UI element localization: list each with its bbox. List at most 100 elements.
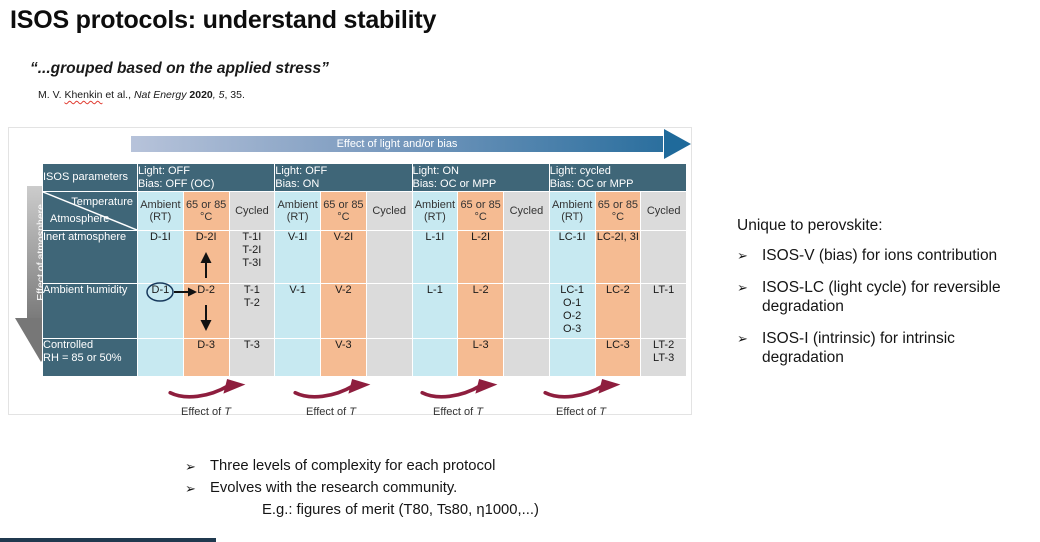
table-cell: V-2 — [320, 283, 367, 339]
group-header-light-on: Light: ON Bias: OC or MPP — [411, 163, 550, 192]
table-corner-header: ISOS parameters — [42, 163, 138, 192]
table-cell: L-2 — [457, 283, 504, 339]
effect-of-light-label: Effect of light and/or bias — [336, 138, 458, 150]
table-cell: V-1I — [274, 230, 321, 284]
table-cell: V-2I — [320, 230, 367, 284]
bullet-text: Evolves with the research community. — [210, 480, 458, 496]
temp-header-heated: 65 or 85 °C — [320, 191, 367, 231]
row-label-controlled-rh: Controlled RH = 85 or 50% — [42, 338, 138, 377]
diagonal-header-temperature: Temperature — [71, 196, 133, 208]
table-cell — [503, 283, 550, 339]
temp-header-ambient: Ambient (RT) — [548, 191, 596, 231]
table-cell: D-2I — [182, 230, 230, 284]
effect-of-t-label: Effect of T — [181, 406, 231, 418]
bullet-text: Three levels of complexity for each prot… — [210, 458, 496, 474]
table-cell: LC-2 — [594, 283, 642, 339]
table-cell — [411, 338, 459, 377]
effect-of-t-arrow-icon — [293, 379, 371, 399]
arrow-bullet-icon: ➢ — [737, 280, 748, 295]
unique-perovskite-panel: Unique to perovskite: ➢ ISOS-V (bias) fo… — [737, 217, 1040, 380]
table-cell: T-1I T-2I T-3I — [228, 230, 276, 284]
bullet-text: ISOS-V (bias) for ions contribution — [762, 247, 998, 264]
row-label-ambient-humidity: Ambient humidity — [42, 283, 138, 339]
table-cell: LC-3 — [594, 338, 642, 377]
citation-prefix: M. V. — [38, 89, 65, 101]
table-cell — [503, 338, 550, 377]
effect-of-light-arrow-body: Effect of light and/or bias — [131, 136, 663, 152]
effect-of-light-arrow: Effect of light and/or bias — [131, 128, 691, 160]
table-cell — [503, 230, 550, 284]
effect-of-t-label: Effect of T — [433, 406, 483, 418]
table-cell — [548, 338, 596, 377]
row-label-inert-atmosphere: Inert atmosphere — [42, 230, 138, 284]
table-cell — [365, 230, 413, 284]
effect-of-t-annotation: Effect of T — [398, 379, 518, 418]
arrow-bullet-icon: ➢ — [737, 331, 748, 346]
citation-year: 2020 — [186, 89, 213, 101]
arrowhead-right-icon — [664, 129, 691, 159]
temp-header-heated: 65 or 85 °C — [594, 191, 642, 231]
citation-pages: , 35. — [224, 89, 245, 101]
table-cell — [274, 338, 321, 377]
table-cell: T-1 T-2 — [228, 283, 276, 339]
temp-header-cycled: Cycled — [640, 191, 687, 231]
diagonal-header: Temperature Atmosphere — [42, 191, 138, 231]
temp-header-heated: 65 or 85 °C — [457, 191, 504, 231]
table-cell: L-2I — [457, 230, 504, 284]
effect-of-t-annotation: Effect of T — [146, 379, 266, 418]
table-cell — [640, 230, 687, 284]
effect-of-t-label: Effect of T — [556, 406, 606, 418]
temp-header-ambient: Ambient (RT) — [274, 191, 321, 231]
bullet-text: ISOS-LC (light cycle) for reversible deg… — [762, 279, 1001, 315]
bullet-text: ISOS-I (intrinsic) for intrinsic degrada… — [762, 330, 955, 366]
citation-journal: Nat Energy — [133, 89, 187, 101]
slide-title: ISOS protocols: understand stability — [10, 6, 437, 34]
table-cell: D-1I — [137, 230, 184, 284]
effect-of-t-arrow-icon — [168, 379, 246, 399]
temp-header-ambient: Ambient (RT) — [137, 191, 184, 231]
group-header-light-off-bias-off: Light: OFF Bias: OFF (OC) — [136, 163, 276, 192]
table-cell: D-1 — [137, 283, 184, 339]
effect-of-t-annotation: Effect of T — [271, 379, 391, 418]
diagonal-header-atmosphere: Atmosphere — [50, 213, 110, 225]
group-header-light-off-bias-on: Light: OFF Bias: ON — [274, 163, 413, 192]
table-cell: LT-2 LT-3 — [640, 338, 687, 377]
table-cell: L-1I — [411, 230, 459, 284]
arrow-bullet-icon: ➢ — [737, 248, 748, 263]
table-cell: LC-1 O-1 O-2 O-3 — [548, 283, 596, 339]
list-item: ➢ ISOS-V (bias) for ions contribution — [737, 246, 1040, 265]
table-cell: D-3 — [182, 338, 230, 377]
list-item: ➢ ISOS-I (intrinsic) for intrinsic degra… — [737, 329, 1040, 367]
effect-of-t-label: Effect of T — [306, 406, 356, 418]
example-text: E.g.: figures of merit (T80, Ts80, η1000… — [262, 502, 539, 518]
temp-header-cycled: Cycled — [503, 191, 550, 231]
temp-header-cycled: Cycled — [228, 191, 276, 231]
citation-volume: , 5 — [212, 89, 225, 101]
arrow-bullet-icon: ➢ — [185, 481, 196, 496]
table-cell: V-1 — [274, 283, 321, 339]
temp-header-heated: 65 or 85 °C — [182, 191, 230, 231]
table-cell: LC-2I, 3I — [594, 230, 642, 284]
effect-of-t-annotation: Effect of T — [521, 379, 641, 418]
panel-heading: Unique to perovskite: — [737, 217, 883, 234]
citation-etal: et al., — [102, 89, 134, 101]
list-item: ➢ ISOS-LC (light cycle) for reversible d… — [737, 278, 1040, 316]
isos-table-figure: Effect of light and/or bias Effect of at… — [8, 127, 692, 418]
list-item: ➢ Evolves with the research community. — [185, 478, 665, 499]
arrow-bullet-icon: ➢ — [185, 459, 196, 474]
table-cell: V-3 — [320, 338, 367, 377]
slide-footer-bar — [0, 538, 216, 542]
diagonal-line — [43, 192, 137, 230]
table-cell — [365, 283, 413, 339]
temp-header-cycled: Cycled — [365, 191, 413, 231]
table-cell: L-1 — [411, 283, 459, 339]
table-cell: D-2 — [182, 283, 230, 339]
table-cell: LT-1 — [640, 283, 687, 339]
table-cell — [137, 338, 184, 377]
effect-of-t-arrow-icon — [420, 379, 498, 399]
table-cell: T-3 — [228, 338, 276, 377]
isos-protocol-table: ISOS parameters Light: OFF Bias: OFF (OC… — [42, 163, 688, 377]
citation-author: Khenkin — [64, 89, 103, 101]
table-cell: L-3 — [457, 338, 504, 377]
